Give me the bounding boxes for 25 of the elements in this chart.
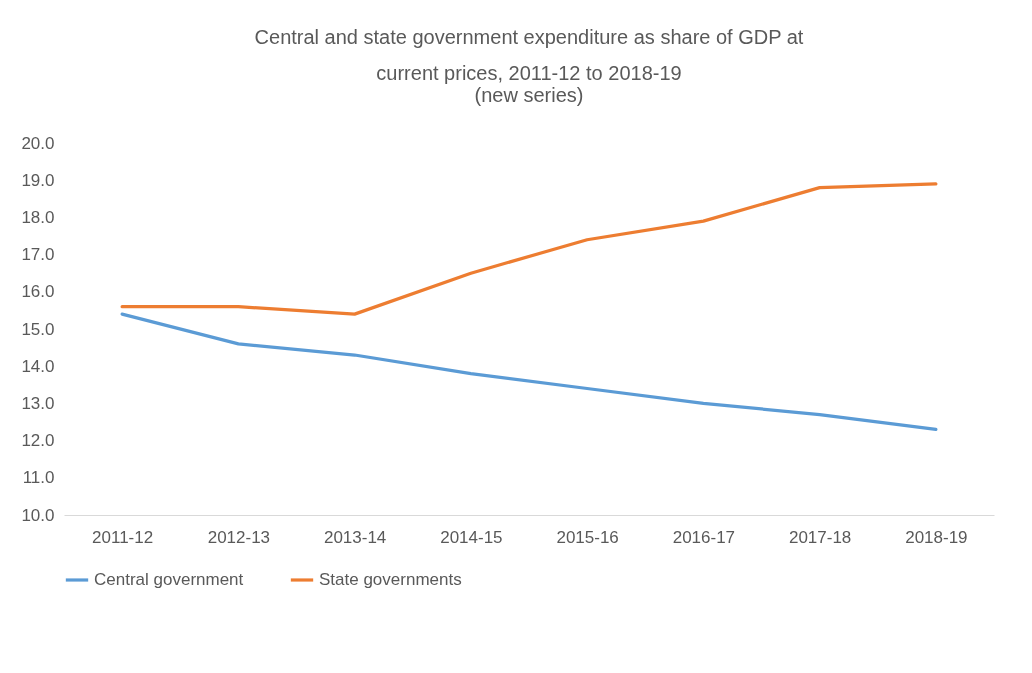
- legend-label: State governments: [319, 570, 462, 589]
- x-tick-label: 2013-14: [323, 527, 387, 547]
- x-tick-label: 2012-13: [207, 527, 271, 547]
- y-tick-label: 19.0: [21, 170, 55, 190]
- y-tick-label: 15.0: [21, 319, 55, 339]
- y-tick-label: 11.0: [22, 468, 55, 488]
- y-tick-label: 12.0: [21, 431, 55, 451]
- line-series: [120, 312, 938, 432]
- y-tick-label: 17.0: [21, 245, 55, 265]
- line-series: [120, 182, 938, 316]
- x-tick-label: 2016-17: [672, 527, 736, 547]
- x-tick-label: 2017-18: [788, 527, 852, 547]
- legend-label: Central government: [94, 570, 244, 589]
- x-tick-label: 2015-16: [556, 527, 619, 547]
- x-tick-label: 2011-12: [92, 527, 154, 547]
- y-tick-label: 16.0: [21, 282, 55, 302]
- y-tick-label: 13.0: [21, 393, 55, 413]
- y-tick-label: 18.0: [21, 207, 55, 227]
- x-tick-label: 2018-19: [905, 527, 968, 547]
- x-tick-label: 2014-15: [440, 527, 503, 547]
- y-tick-label: 20.0: [21, 133, 55, 153]
- chart-subtitle: (new series): [474, 84, 584, 106]
- y-tick-label: 14.0: [21, 356, 55, 376]
- y-tick-label: 10.0: [21, 505, 55, 525]
- chart-title: Central and state government expenditure as share of GDP at current prices, 2011-12 to 2018-19: [254, 26, 804, 84]
